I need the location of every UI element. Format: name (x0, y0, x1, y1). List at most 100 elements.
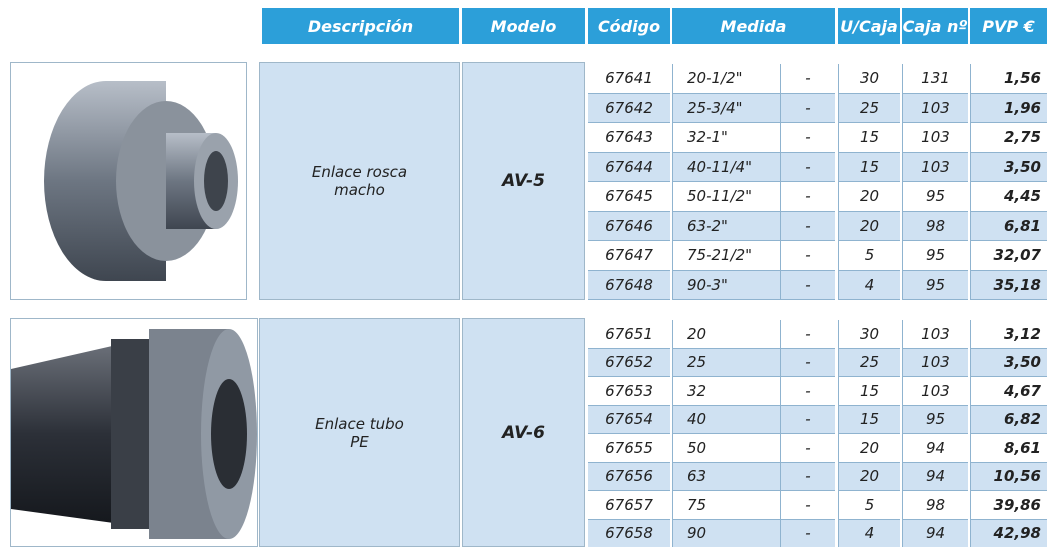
table-cell: 94 (902, 519, 968, 547)
table-cell: - (780, 348, 835, 377)
column-header: Medida (672, 8, 835, 44)
table-cell: 67645 (588, 182, 670, 212)
table-cell: 25-3/4" (672, 93, 780, 123)
table-cell: - (780, 434, 835, 463)
description-cell: Enlace tubo PE (259, 318, 460, 547)
fitting-drawing (44, 81, 238, 281)
table-cell: 20 (838, 462, 900, 491)
table-cell: - (780, 320, 835, 349)
table-cell: - (780, 462, 835, 491)
column-header: Descripción (262, 8, 459, 44)
price-cell: 1,56 (970, 64, 1047, 94)
table-cell: 90 (672, 519, 780, 547)
table-cell: 63 (672, 462, 780, 491)
table-cell: 131 (902, 64, 968, 94)
table-cell: 95 (902, 405, 968, 434)
table-cell: 90-3" (672, 270, 780, 300)
table-cell: 67658 (588, 519, 670, 547)
price-cell: 6,81 (970, 211, 1047, 241)
description-cell: Enlace rosca macho (259, 62, 460, 300)
price-cell: 39,86 (970, 491, 1047, 520)
table-cell: 67655 (588, 434, 670, 463)
model-cell: AV-6 (462, 318, 585, 547)
table-cell: 67647 (588, 241, 670, 271)
table-cell: 98 (902, 491, 968, 520)
table-cell: 67644 (588, 152, 670, 182)
table-cell: 15 (838, 405, 900, 434)
column-header: U/Caja (838, 8, 900, 44)
table-cell: 15 (838, 377, 900, 406)
product-image (10, 318, 258, 547)
price-cell: 4,45 (970, 182, 1047, 212)
fitting-drawing (11, 329, 257, 539)
table-cell: 32-1" (672, 123, 780, 153)
table-cell: 94 (902, 434, 968, 463)
table-cell: - (780, 182, 835, 212)
table-cell: 30 (838, 64, 900, 94)
table-cell: - (780, 377, 835, 406)
table-cell: 50-11/2" (672, 182, 780, 212)
table-cell: - (780, 211, 835, 241)
table-cell: 32 (672, 377, 780, 406)
table-cell: 67653 (588, 377, 670, 406)
table-cell: 20 (838, 211, 900, 241)
price-cell: 42,98 (970, 519, 1047, 547)
table-cell: 67646 (588, 211, 670, 241)
column-header: Caja nº (902, 8, 968, 44)
table-cell: 4 (838, 270, 900, 300)
table-cell: 20 (672, 320, 780, 349)
table-cell: 30 (838, 320, 900, 349)
table-cell: - (780, 270, 835, 300)
column-header: Código (588, 8, 670, 44)
table-cell: 63-2" (672, 211, 780, 241)
column-header: Modelo (462, 8, 585, 44)
table-cell: 25 (838, 93, 900, 123)
table-cell: - (780, 491, 835, 520)
table-cell: 40-11/4" (672, 152, 780, 182)
table-cell: 67642 (588, 93, 670, 123)
table-cell: 5 (838, 491, 900, 520)
table-cell: 67654 (588, 405, 670, 434)
table-cell: - (780, 123, 835, 153)
table-cell: 15 (838, 152, 900, 182)
table-cell: 67643 (588, 123, 670, 153)
column-header: PVP € (970, 8, 1047, 44)
model-cell: AV-5 (462, 62, 585, 300)
table-cell: 103 (902, 123, 968, 153)
table-cell: 95 (902, 182, 968, 212)
table-cell: 50 (672, 434, 780, 463)
price-cell: 1,96 (970, 93, 1047, 123)
table-cell: 67656 (588, 462, 670, 491)
table-cell: 103 (902, 93, 968, 123)
table-cell: 95 (902, 270, 968, 300)
table-cell: 5 (838, 241, 900, 271)
price-cell: 4,67 (970, 377, 1047, 406)
table-cell: 15 (838, 123, 900, 153)
table-cell: 20 (838, 182, 900, 212)
price-cell: 3,50 (970, 152, 1047, 182)
price-cell: 2,75 (970, 123, 1047, 153)
table-cell: 95 (902, 241, 968, 271)
table-cell: 4 (838, 519, 900, 547)
table-cell: - (780, 405, 835, 434)
table-cell: 103 (902, 348, 968, 377)
price-cell: 32,07 (970, 241, 1047, 271)
price-cell: 8,61 (970, 434, 1047, 463)
table-cell: 75 (672, 491, 780, 520)
table-cell: 94 (902, 462, 968, 491)
table-cell: - (780, 93, 835, 123)
table-cell: 75-21/2" (672, 241, 780, 271)
table-cell: - (780, 152, 835, 182)
price-cell: 10,56 (970, 462, 1047, 491)
table-cell: 67651 (588, 320, 670, 349)
table-cell: 98 (902, 211, 968, 241)
price-cell: 3,12 (970, 320, 1047, 349)
table-cell: 67648 (588, 270, 670, 300)
price-cell: 35,18 (970, 270, 1047, 300)
price-cell: 3,50 (970, 348, 1047, 377)
table-cell: 67652 (588, 348, 670, 377)
table-cell: 103 (902, 152, 968, 182)
table-cell: - (780, 241, 835, 271)
table-cell: 25 (672, 348, 780, 377)
